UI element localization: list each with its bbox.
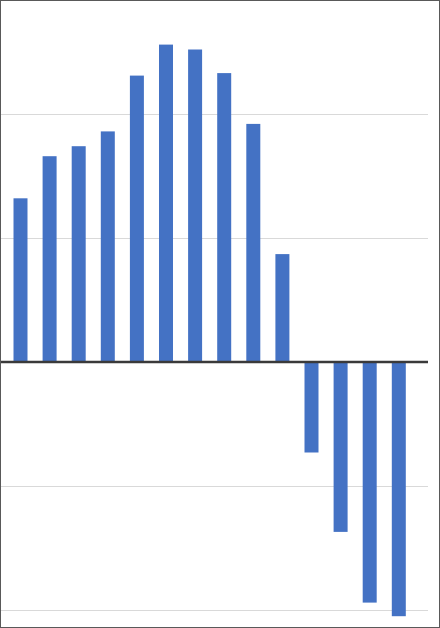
bar-13 bbox=[362, 362, 377, 603]
bar-7 bbox=[188, 49, 203, 362]
bar-5 bbox=[129, 75, 144, 362]
bar-10 bbox=[275, 254, 290, 362]
bar-1 bbox=[13, 198, 28, 362]
bar-4 bbox=[100, 131, 115, 362]
bar-12 bbox=[333, 362, 348, 532]
bar-3 bbox=[71, 146, 86, 362]
bar-8 bbox=[217, 73, 232, 362]
bar-6 bbox=[159, 44, 173, 362]
bar-11 bbox=[304, 362, 319, 453]
bar-14 bbox=[391, 362, 406, 617]
bar-series bbox=[13, 44, 406, 617]
bar-2 bbox=[42, 156, 57, 362]
bar-9 bbox=[246, 123, 261, 363]
